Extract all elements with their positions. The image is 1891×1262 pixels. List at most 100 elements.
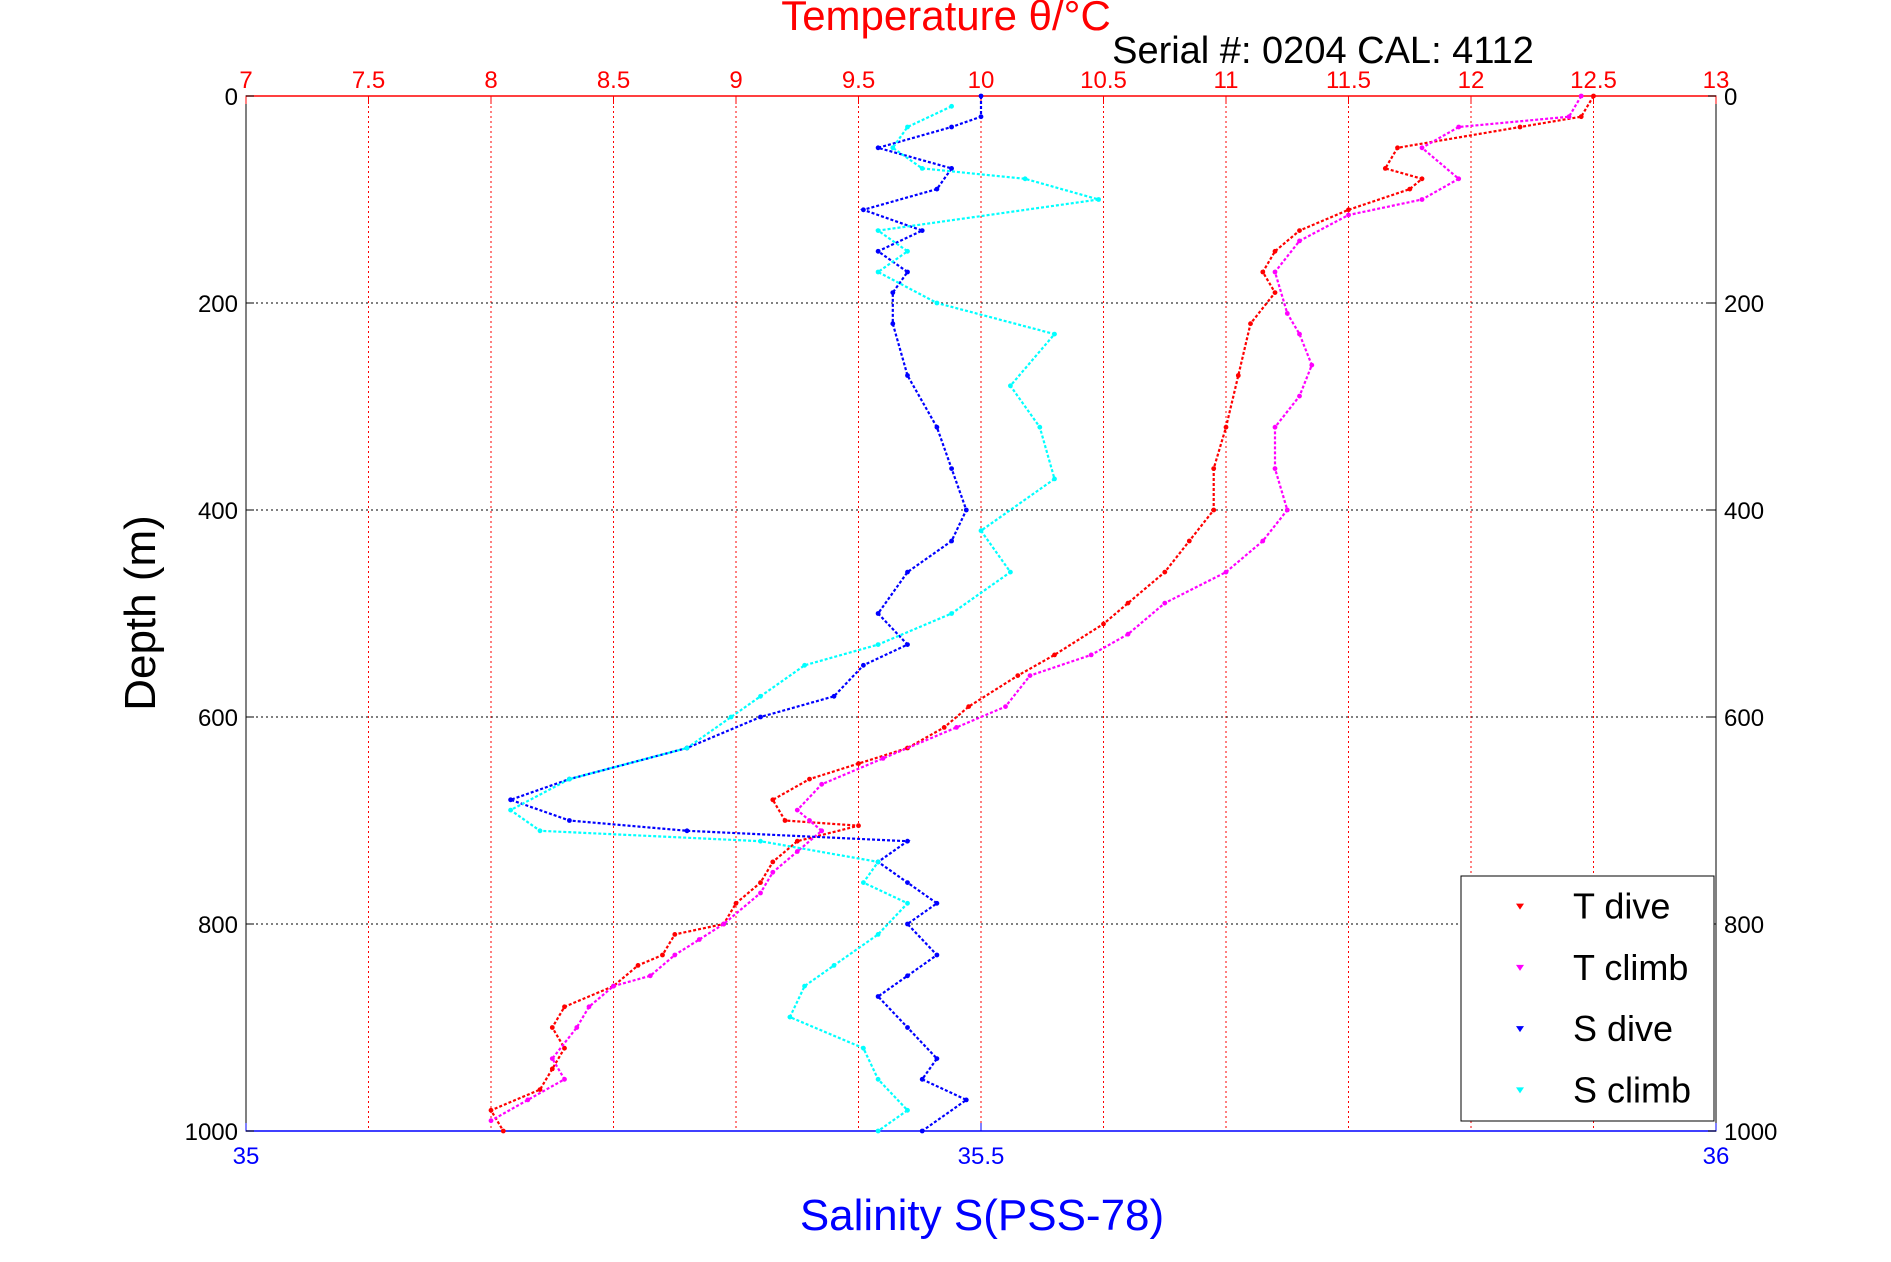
data-point-s-dive xyxy=(861,662,866,668)
data-point-t-dive xyxy=(500,1128,506,1134)
data-point-s-dive xyxy=(905,921,910,927)
data-point-s-dive xyxy=(508,797,513,803)
data-point-t-dive xyxy=(966,704,972,709)
legend: T dive T climb S dive S climb xyxy=(1460,875,1715,1122)
data-point-t-climb xyxy=(794,807,800,813)
left-tick-label: 800 xyxy=(198,912,238,939)
data-point-t-dive xyxy=(1419,176,1425,182)
data-point-t-climb xyxy=(954,725,959,730)
data-point-t-dive xyxy=(782,818,788,823)
data-point-s-dive xyxy=(861,207,866,213)
x-axis-label-bottom: Salinity S(PSS-78) xyxy=(800,1191,1164,1240)
data-point-t-dive xyxy=(733,900,739,906)
data-point-s-dive xyxy=(875,611,881,616)
data-point-t-dive xyxy=(1101,621,1106,627)
top-tick-label: 7 xyxy=(239,67,252,94)
data-point-t-climb xyxy=(672,952,678,958)
data-point-s-dive xyxy=(905,373,910,378)
data-point-t-climb xyxy=(1309,362,1315,368)
data-point-t-dive xyxy=(770,797,776,803)
data-point-s-dive xyxy=(949,124,954,130)
top-tick-label: 10.5 xyxy=(1080,67,1127,94)
data-point-s-climb xyxy=(875,269,881,275)
axis-ticks: 7 7.5 8 8.5 9 9.5 10 10.5 11 11.5 12 12.5 13 35 35.5 36… xyxy=(185,67,1778,1170)
data-point-s-climb xyxy=(875,1076,881,1082)
data-point-t-dive xyxy=(1015,673,1021,678)
data-point-s-climb xyxy=(1008,383,1013,389)
data-point-t-climb xyxy=(1272,269,1278,275)
left-tick-label: 1000 xyxy=(185,1119,238,1146)
data-point-s-dive xyxy=(684,828,690,834)
data-point-t-dive xyxy=(1395,145,1400,151)
data-point-s-dive xyxy=(949,166,954,171)
data-point-t-dive xyxy=(562,1045,567,1051)
data-point-t-climb xyxy=(1456,124,1462,130)
top-tick-label: 11.5 xyxy=(1326,67,1371,94)
data-point-s-climb xyxy=(875,228,881,234)
data-point-t-dive xyxy=(856,823,861,829)
data-point-t-dive xyxy=(488,1107,494,1113)
data-point-s-climb xyxy=(758,693,763,699)
data-point-t-climb xyxy=(562,1076,567,1082)
data-point-t-climb xyxy=(611,983,616,989)
legend-box xyxy=(1460,875,1715,1122)
data-point-s-dive xyxy=(919,1128,925,1134)
legend-marker-s-dive xyxy=(1516,1026,1524,1033)
data-point-t-climb xyxy=(1088,652,1094,658)
data-point-t-dive xyxy=(1260,269,1266,275)
data-point-s-dive xyxy=(905,642,910,647)
data-point-t-dive xyxy=(1591,93,1596,99)
data-point-t-climb xyxy=(1272,466,1278,471)
data-point-t-climb xyxy=(1297,331,1302,337)
data-point-s-dive xyxy=(831,693,837,699)
right-tick-label: 800 xyxy=(1724,912,1764,939)
data-point-s-climb xyxy=(875,859,881,865)
data-point-s-climb xyxy=(567,776,572,782)
left-tick-label: 600 xyxy=(198,705,238,732)
top-tick-label: 8 xyxy=(484,67,497,94)
data-point-t-dive xyxy=(635,963,641,968)
data-point-t-climb xyxy=(525,1097,531,1103)
data-point-s-climb xyxy=(1037,424,1043,430)
data-point-t-climb xyxy=(1578,93,1584,99)
data-point-t-dive xyxy=(1211,466,1217,471)
data-point-s-dive xyxy=(934,952,940,958)
data-point-t-dive xyxy=(562,1004,567,1010)
data-point-s-climb xyxy=(537,828,543,834)
data-point-s-dive xyxy=(875,248,881,254)
data-point-t-dive xyxy=(1517,124,1523,130)
data-point-t-climb xyxy=(1284,311,1290,316)
data-point-t-climb xyxy=(819,781,825,787)
data-point-s-dive xyxy=(890,321,896,327)
top-tick-label: 9 xyxy=(729,67,742,94)
data-point-t-dive xyxy=(1125,600,1131,606)
data-point-t-dive xyxy=(770,859,776,865)
data-point-t-dive xyxy=(758,880,763,885)
data-point-s-dive xyxy=(978,93,984,99)
data-point-s-dive xyxy=(963,507,969,513)
legend-marker-t-climb xyxy=(1516,964,1524,971)
data-point-t-climb xyxy=(1346,212,1351,218)
data-point-s-climb xyxy=(875,932,881,937)
left-tick-label: 400 xyxy=(198,498,238,525)
data-point-s-dive xyxy=(905,1025,910,1030)
legend-label-s-climb: S climb xyxy=(1573,1069,1691,1110)
data-point-s-climb xyxy=(508,807,513,813)
data-point-t-climb xyxy=(549,1056,555,1061)
data-point-s-climb xyxy=(890,145,896,151)
data-point-t-dive xyxy=(549,1066,555,1072)
data-point-t-dive xyxy=(941,725,947,730)
data-point-t-dive xyxy=(660,952,665,958)
data-point-t-dive xyxy=(537,1087,543,1092)
data-point-s-dive xyxy=(875,994,881,999)
data-point-t-climb xyxy=(586,1004,592,1010)
data-point-t-climb xyxy=(1419,197,1425,202)
data-point-t-climb xyxy=(488,1118,494,1124)
data-point-t-climb xyxy=(1003,704,1008,709)
data-point-t-dive xyxy=(549,1025,555,1030)
data-point-s-climb xyxy=(728,714,734,720)
data-point-t-climb xyxy=(574,1025,580,1030)
data-point-t-climb xyxy=(1125,631,1131,637)
top-tick-label: 8.5 xyxy=(597,67,630,94)
